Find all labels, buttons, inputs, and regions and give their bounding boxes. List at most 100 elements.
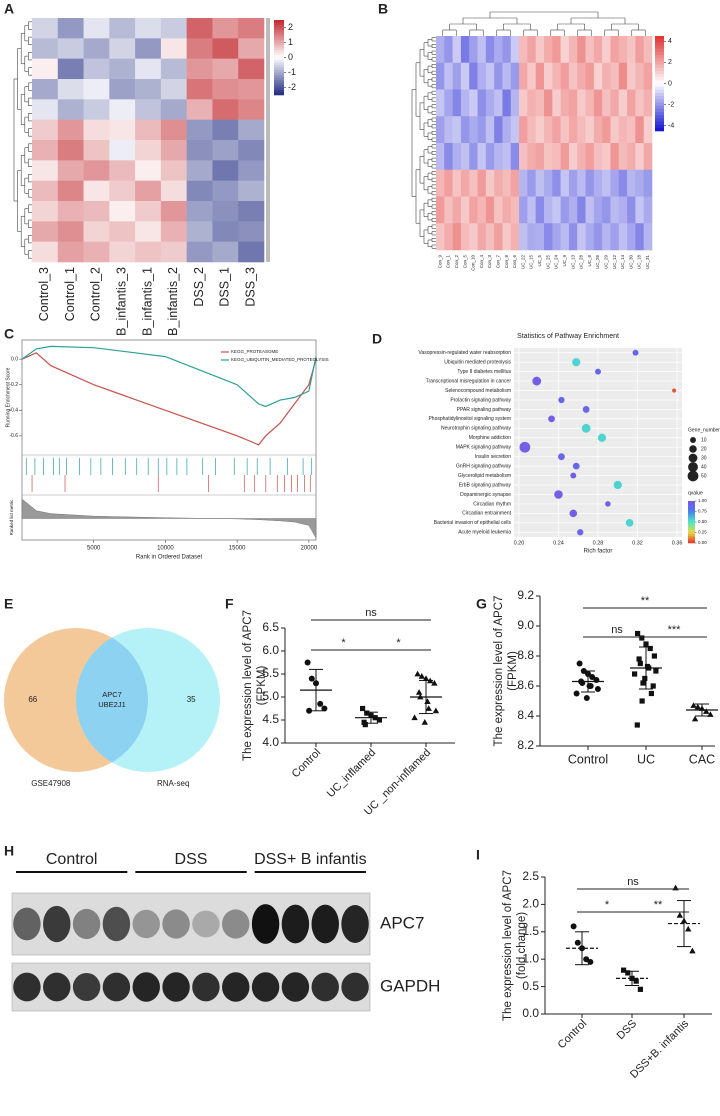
colorbar-step bbox=[688, 530, 695, 533]
data-point bbox=[642, 675, 648, 682]
heatmap-cell bbox=[485, 223, 495, 251]
column-label: Control_1 bbox=[63, 267, 77, 321]
column-label: Con_8 bbox=[504, 255, 509, 269]
legend-bubble bbox=[689, 445, 697, 453]
heatmap-cell bbox=[460, 36, 470, 64]
heatmap-cell bbox=[494, 196, 503, 224]
group-label: Control bbox=[46, 851, 98, 868]
colorbar-label: -2 bbox=[668, 101, 674, 108]
heatmap-cell bbox=[436, 143, 445, 171]
heatmap-cell bbox=[610, 36, 620, 64]
heatmap-cell bbox=[593, 196, 603, 224]
bubble bbox=[577, 529, 584, 536]
legend-label: 40 bbox=[701, 464, 707, 470]
heatmap-cell bbox=[83, 180, 110, 202]
column-label: Con_6 bbox=[512, 255, 517, 269]
heatmap-cell bbox=[160, 58, 187, 80]
heatmap-cell bbox=[186, 99, 213, 120]
colorbar-step bbox=[655, 58, 664, 62]
colorbar-step bbox=[688, 506, 695, 509]
heatmap-cell bbox=[238, 241, 265, 263]
y-tick-label: 1.0 bbox=[522, 951, 539, 965]
column-label: UC_13 bbox=[570, 255, 575, 270]
band bbox=[43, 972, 71, 1002]
data-point bbox=[639, 698, 645, 704]
row-label: GAPDH bbox=[380, 976, 440, 995]
heatmap-cell bbox=[568, 143, 578, 171]
set-name: GSE47908 bbox=[31, 779, 71, 788]
category-label: Vasopressin-regulated water reabsorption bbox=[419, 350, 512, 356]
bubble bbox=[532, 376, 542, 386]
column-label: DSS_3 bbox=[243, 267, 257, 307]
data-point bbox=[621, 967, 627, 973]
bubble bbox=[572, 358, 581, 367]
heatmap-cell bbox=[560, 116, 570, 144]
heatmap-cell bbox=[186, 119, 213, 141]
heatmap-cell bbox=[577, 89, 586, 117]
x-tick-label: 0.28 bbox=[593, 540, 604, 546]
heatmap-cell bbox=[485, 196, 495, 224]
colorbar-step bbox=[655, 36, 664, 40]
heatmap-cell bbox=[602, 169, 611, 197]
column-label: UC_18 bbox=[637, 255, 642, 270]
data-point bbox=[647, 645, 653, 652]
heatmap-cell bbox=[544, 143, 553, 171]
bubble bbox=[569, 509, 578, 518]
heatmap-cell bbox=[477, 36, 487, 64]
y-axis-label: The expression level of APC7 bbox=[493, 596, 505, 747]
heatmap-cell bbox=[635, 169, 644, 197]
heatmap-cell bbox=[593, 36, 603, 64]
data-point bbox=[376, 717, 382, 723]
heatmap-cell bbox=[83, 119, 110, 141]
heatmap-cell bbox=[577, 223, 586, 251]
heatmap-cell bbox=[544, 89, 553, 117]
heatmap-cell bbox=[57, 99, 84, 120]
data-point bbox=[317, 700, 324, 707]
panel-letter: A bbox=[4, 1, 14, 17]
heatmap-cell bbox=[444, 169, 453, 197]
colorbar-step bbox=[274, 60, 284, 63]
bubble bbox=[595, 368, 601, 375]
legend-label: 30 bbox=[701, 455, 707, 461]
heatmap-cell bbox=[109, 119, 136, 141]
column-label: UC_9 bbox=[562, 255, 567, 267]
colorbar-step bbox=[655, 102, 664, 106]
heatmap-cell bbox=[32, 79, 59, 100]
heatmap-cell bbox=[519, 223, 528, 251]
colorbar-step bbox=[274, 77, 284, 81]
x-tick-label: Control bbox=[568, 752, 608, 766]
colorbar-step bbox=[655, 89, 664, 94]
heatmap-cell bbox=[610, 116, 620, 144]
data-point bbox=[694, 703, 701, 710]
y-axis-label: The expression level of APC7 bbox=[502, 870, 514, 1021]
colorbar-step bbox=[274, 30, 284, 33]
bubble bbox=[582, 406, 590, 413]
y-tick-label: 6.0 bbox=[262, 643, 279, 657]
legend-bubble bbox=[687, 470, 699, 482]
heatmap-cell bbox=[57, 241, 84, 263]
heatmap-cell bbox=[577, 62, 586, 90]
heatmap-cell bbox=[436, 116, 445, 144]
heatmap-cell bbox=[552, 62, 561, 90]
bubble bbox=[625, 519, 634, 527]
heatmap-cell bbox=[602, 89, 611, 117]
heatmap-cell bbox=[568, 196, 578, 224]
heatmap-cell bbox=[469, 169, 478, 197]
heatmap-cell bbox=[444, 116, 453, 144]
heatmap-cell bbox=[238, 201, 265, 222]
heatmap-cell bbox=[485, 89, 495, 117]
colorbar-step bbox=[655, 48, 664, 53]
band bbox=[102, 972, 131, 1002]
band bbox=[311, 904, 339, 944]
heatmap-cell bbox=[109, 241, 136, 263]
band bbox=[341, 905, 369, 943]
band bbox=[222, 972, 250, 1002]
heatmap-cell bbox=[238, 221, 265, 242]
data-point bbox=[636, 656, 642, 662]
heatmap-cell bbox=[469, 62, 478, 90]
colorbar-step bbox=[274, 40, 284, 43]
heatmap-cell bbox=[57, 140, 84, 161]
data-point bbox=[589, 674, 596, 680]
heatmap-cell bbox=[452, 89, 462, 117]
heatmap-cell bbox=[635, 196, 644, 224]
